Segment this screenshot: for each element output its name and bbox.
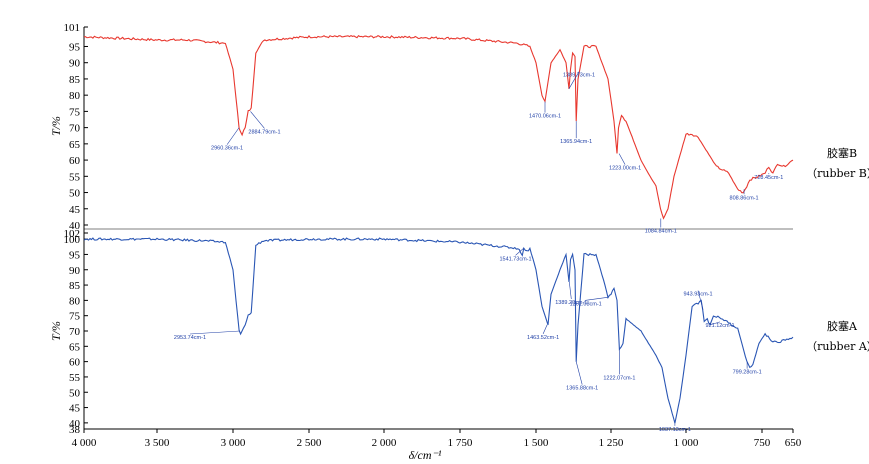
peak-label: 1261.08cm-1 [570,301,602,307]
x-tick-label: 1 500 [524,437,549,449]
peak-label: 1365.88cm-1 [566,386,598,392]
peak-label: 808.86cm-1 [730,195,759,201]
peak-leader [585,297,608,301]
peak-label: 1037.13cm-1 [659,427,691,433]
peak-leader [542,324,548,334]
y-tick-label: 70 [69,326,81,338]
y-tick-label: 38 [69,424,81,436]
x-tick-label: 1 750 [448,437,473,449]
x-tick-label: 3 500 [145,437,170,449]
y-tick-label: 45 [69,403,81,415]
y-tick-label: 90 [69,58,81,70]
peak-leader [697,290,704,310]
peak-leader [515,248,524,256]
y-tick-label: 85 [69,74,81,86]
peak-label: 1389.20cm-1 [555,300,587,306]
peak-label: 799.28cm-1 [733,370,762,376]
y-tick-label: 40 [69,418,81,430]
y-tick-label: 65 [69,139,81,151]
peak-label: 1470.06cm-1 [529,114,561,120]
y-tick-label: 70 [69,123,81,135]
y-axis-label: T/% [49,321,63,341]
y-tick-label: 102 [64,228,81,240]
peak-leader [618,153,626,165]
peak-label: 1365.94cm-1 [560,139,592,145]
y-tick-label: 40 [69,220,81,232]
y-tick-label: 60 [69,357,81,369]
y-tick-label: 75 [69,311,81,323]
y-tick-label: 95 [69,249,81,261]
legend-entry-A: 胶塞A [827,319,858,333]
y-tick-label: 50 [69,387,81,399]
peak-label: 921.12cm-1 [705,323,734,329]
peak-label: 2960.36cm-1 [211,146,243,152]
peak-leader [575,361,583,385]
y-tick-label: 55 [69,372,81,384]
y-tick-label: 60 [69,155,81,167]
peak-label: 1389.73cm-1 [563,73,595,79]
peak-leader [568,71,580,89]
y-tick-label: 55 [69,171,81,183]
y-tick-label: 95 [69,41,81,53]
legend-entry-B: 胶塞B [827,146,857,160]
y-tick-label: 65 [69,341,81,353]
x-tick-label: 2 500 [297,437,322,449]
y-tick-label: 50 [69,188,81,200]
y-tick-label: 75 [69,106,81,118]
peak-label: 1463.52cm-1 [527,335,559,341]
y-tick-label: 90 [69,265,81,277]
y-tick-label: 80 [69,90,81,102]
x-tick-label: 3 000 [221,437,246,449]
x-tick-label: 750 [754,437,771,449]
legend-entry-B: （rubber B） [806,167,869,180]
peak-label: 1541.73cm-1 [499,256,531,262]
y-axis-label: T/% [49,116,63,136]
legend-entry-A: （rubber A） [806,340,869,353]
peak-label: 2884.79cm-1 [248,129,280,135]
peak-label: 1223.00cm-1 [609,166,641,172]
y-tick-label: 101 [64,22,81,34]
peak-label: 943.93cm-1 [684,292,713,298]
x-tick-label: 1 000 [674,437,699,449]
y-tick-label: 80 [69,295,81,307]
series-line-A [83,237,794,424]
peak-leader [709,321,721,326]
y-tick-label: 45 [69,204,81,216]
peak-label: 728.45cm-1 [754,175,783,181]
peak-label: 1222.07cm-1 [603,375,635,381]
x-tick-label: 4 000 [72,437,97,449]
x-tick-label: 2 000 [372,437,397,449]
peak-label: 1084.84cm-1 [645,229,677,235]
series-line-B [83,34,794,220]
peak-leader [569,281,572,300]
x-tick-label: 650 [785,437,802,449]
x-axis-label: δ/cm⁻¹ [409,448,442,462]
x-tick-label: 1 250 [599,437,624,449]
peak-leader [189,330,241,335]
y-tick-label: 100 [64,234,81,246]
y-tick-label: 85 [69,280,81,292]
peak-leader [250,111,265,129]
peak-leader [226,127,240,145]
peak-label: 2953.74cm-1 [174,335,206,341]
